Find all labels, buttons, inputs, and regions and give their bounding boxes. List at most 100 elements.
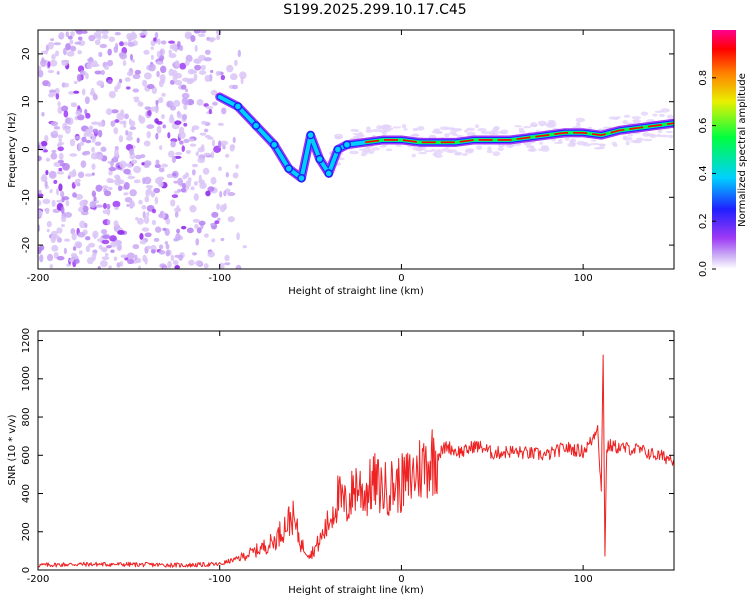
spectrogram-noise-cell	[47, 61, 51, 68]
spectrogram-noise-cell	[49, 59, 58, 67]
spectrogram-noise-cell	[46, 220, 52, 228]
spectrogram-noise-cell	[107, 79, 113, 85]
spectrogram-noise-cell	[199, 30, 207, 34]
spectrogram-noise-cell	[181, 113, 188, 120]
spectrogram-noise-cell	[197, 157, 206, 164]
spectrogram-noise-cell	[74, 41, 82, 45]
spectrogram-noise-cell	[50, 121, 59, 127]
spectrogram-halo-cell	[417, 151, 428, 155]
spectrogram-halo-cell	[596, 146, 606, 149]
spectrogram-halo-cell	[486, 150, 493, 154]
spectrogram-noise-cell	[114, 206, 120, 210]
ridge-blob	[333, 145, 343, 154]
spectrogram-noise-cell	[160, 78, 166, 84]
spectrogram-noise-cell	[129, 126, 137, 131]
spectrogram-noise-cell	[77, 231, 86, 238]
spectrogram-noise-cell	[69, 258, 75, 263]
spectrogram-noise-cell	[193, 30, 201, 34]
spectrogram-halo-cell	[392, 126, 401, 129]
spectrogram-noise-cell	[142, 79, 148, 87]
spectrogram-halo-cell	[654, 110, 664, 113]
spectrogram-noise-cell	[192, 218, 201, 223]
spectrogram-noise-cell	[176, 112, 182, 119]
spectrogram-noise-cell	[157, 180, 164, 188]
spectrogram-noise-cell	[180, 225, 187, 230]
spectrogram-noise-cell	[174, 151, 183, 156]
spectrogram-noise-cell	[69, 39, 74, 45]
spectrogram-noise-cell	[40, 175, 48, 183]
spectrogram-noise-cell	[40, 50, 48, 54]
spectrogram-noise-cell	[126, 252, 135, 260]
colorbar: 0.0 0.2 0.4 0.6 0.8 Normalized spectral ampl…	[698, 30, 748, 277]
spectrogram-noise-cell	[178, 126, 185, 135]
spectrogram-noise-cell	[58, 31, 65, 39]
bottom-y-tick-label: 1200	[21, 328, 32, 353]
spectrogram-noise-cell	[154, 31, 159, 39]
spectrogram-noise-cell	[143, 49, 150, 55]
spectrogram-noise-cell	[174, 265, 180, 269]
spectrogram-noise	[38, 30, 674, 269]
spectrogram-noise-cell	[94, 141, 102, 146]
spectrogram-noise-cell	[74, 241, 83, 248]
spectrogram-noise-cell	[54, 87, 60, 94]
spectrogram-noise-cell	[240, 76, 244, 85]
spectrogram-noise-cell	[191, 169, 196, 176]
spectrogram-halo-cell	[652, 113, 658, 117]
spectrogram-halo-cell	[412, 133, 419, 136]
spectrogram-noise-cell	[82, 205, 89, 213]
spectrogram-noise-cell	[194, 224, 199, 230]
bottom-x-tick-label: -100	[208, 574, 231, 585]
spectrogram-halo-cell	[416, 125, 425, 131]
spectrogram-noise-cell	[57, 134, 64, 139]
spectrogram-noise-cell	[58, 167, 63, 172]
spectrogram-halo-cell	[558, 138, 563, 144]
spectrogram-noise-cell	[141, 204, 147, 210]
spectrogram-noise-cell	[234, 59, 238, 67]
spectrogram-noise-cell	[78, 250, 83, 255]
spectrogram-noise-cell	[211, 139, 216, 147]
spectrogram-noise-cell	[56, 143, 61, 147]
top-y-tick-label: -20	[21, 237, 32, 253]
spectrogram-noise-cell	[38, 65, 42, 71]
spectrogram-noise-cell	[50, 235, 56, 244]
spectrogram-halo-cell	[371, 147, 380, 151]
spectrogram-noise-cell	[96, 80, 105, 87]
spectrogram-noise-cell	[118, 78, 123, 84]
spectrogram-noise-cell	[81, 88, 86, 96]
spectrogram-noise-cell	[60, 190, 65, 198]
spectrogram-noise-cell	[220, 140, 229, 146]
spectrogram-noise-cell	[156, 125, 162, 134]
spectrogram-noise-cell	[207, 251, 216, 258]
spectrogram-noise-cell	[195, 151, 200, 157]
spectrogram-noise-cell	[64, 212, 73, 218]
spectrogram-noise-cell	[171, 155, 177, 164]
spectrogram-noise-cell	[129, 189, 137, 197]
spectrogram-noise-cell	[176, 204, 180, 211]
spectrogram-noise-cell	[61, 60, 69, 67]
spectrogram-noise-cell	[242, 245, 247, 249]
spectrogram-noise-cell	[173, 180, 178, 184]
spectrogram-noise-cell	[204, 74, 211, 83]
top-y-tick-label: 10	[21, 95, 32, 108]
spectrogram-noise-cell	[103, 247, 107, 253]
spectrogram-noise-cell	[156, 70, 160, 78]
spectrogram-noise-cell	[200, 64, 206, 71]
spectrogram-halo-cell	[667, 114, 674, 119]
spectrogram-noise-cell	[108, 36, 115, 42]
spectrogram-noise-cell	[235, 264, 242, 269]
spectrogram-noise-cell	[224, 153, 230, 158]
spectrogram-noise-cell	[132, 73, 141, 80]
spectrogram-noise-cell	[129, 53, 134, 61]
spectrogram-noise-cell	[94, 70, 102, 75]
spectrogram-noise-cell	[116, 262, 121, 268]
colorbar-gradient	[712, 30, 736, 269]
spectrogram-noise-cell	[204, 134, 211, 139]
spectrogram-noise-cell	[40, 140, 48, 147]
spectrogram-noise-cell	[41, 112, 45, 117]
spectrogram-halo-cell	[660, 134, 670, 138]
spectrogram-noise-cell	[107, 187, 113, 191]
spectrogram-noise-cell	[70, 103, 78, 108]
spectrogram-noise-cell	[127, 163, 133, 168]
spectrogram-noise-cell	[206, 36, 211, 41]
